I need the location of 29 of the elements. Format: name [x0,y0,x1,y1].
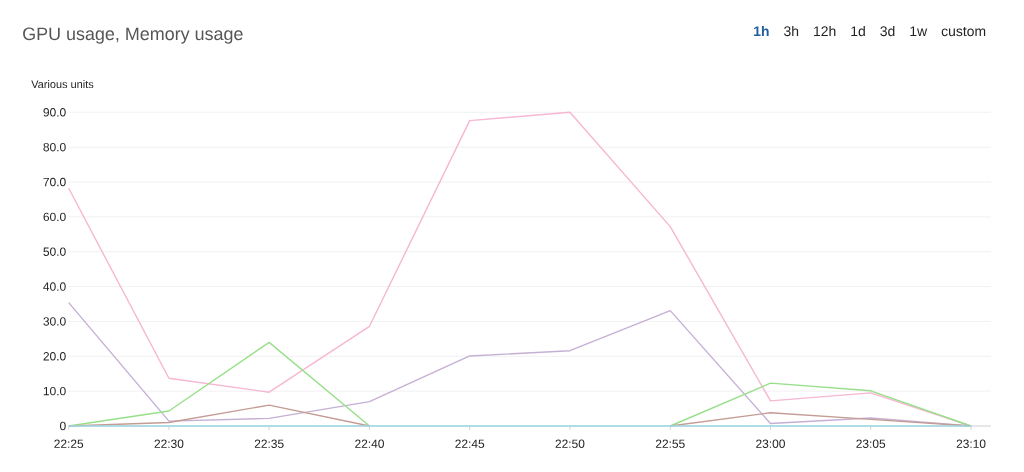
y-tick-label: 80.0 [43,142,66,152]
text: 1h [754,25,769,36]
x-tick-label: 22:45 [455,439,485,448]
x-tick-label: 22:55 [655,439,685,448]
x-tick-label: 22:25 [54,439,84,448]
y-tick-label: 60.0 [43,212,66,222]
y-tick-label: 0 [60,421,66,431]
x-tick-label: 22:30 [154,439,184,448]
y-tick-label: 20.0 [43,352,66,361]
x-tick-label: 22:40 [355,439,384,448]
y-tick-label: 90.0 [43,108,66,117]
text: custom [941,26,986,37]
text: 12h [814,25,836,36]
text: 3d [880,25,895,37]
x-tick-label: 23:05 [856,439,886,448]
text: 3h [784,25,799,37]
text: 1d [851,25,865,37]
text: 1w [910,26,928,36]
x-tick-label: 22:35 [254,439,284,448]
y-tick-label: 10.0 [43,386,66,396]
y-tick-label: 30.0 [43,317,66,326]
chart-title: GPU usage, Memory usage [23,27,243,44]
y-tick-label: 50.0 [43,247,66,256]
y-tick-label: 70.0 [43,177,66,187]
x-tick-label: 23:10 [956,439,986,448]
y-axis-title: Various units [31,80,94,89]
x-tick-label: 23:00 [756,439,785,448]
y-tick-label: 40.0 [43,282,66,291]
x-tick-label: 22:50 [555,439,585,448]
